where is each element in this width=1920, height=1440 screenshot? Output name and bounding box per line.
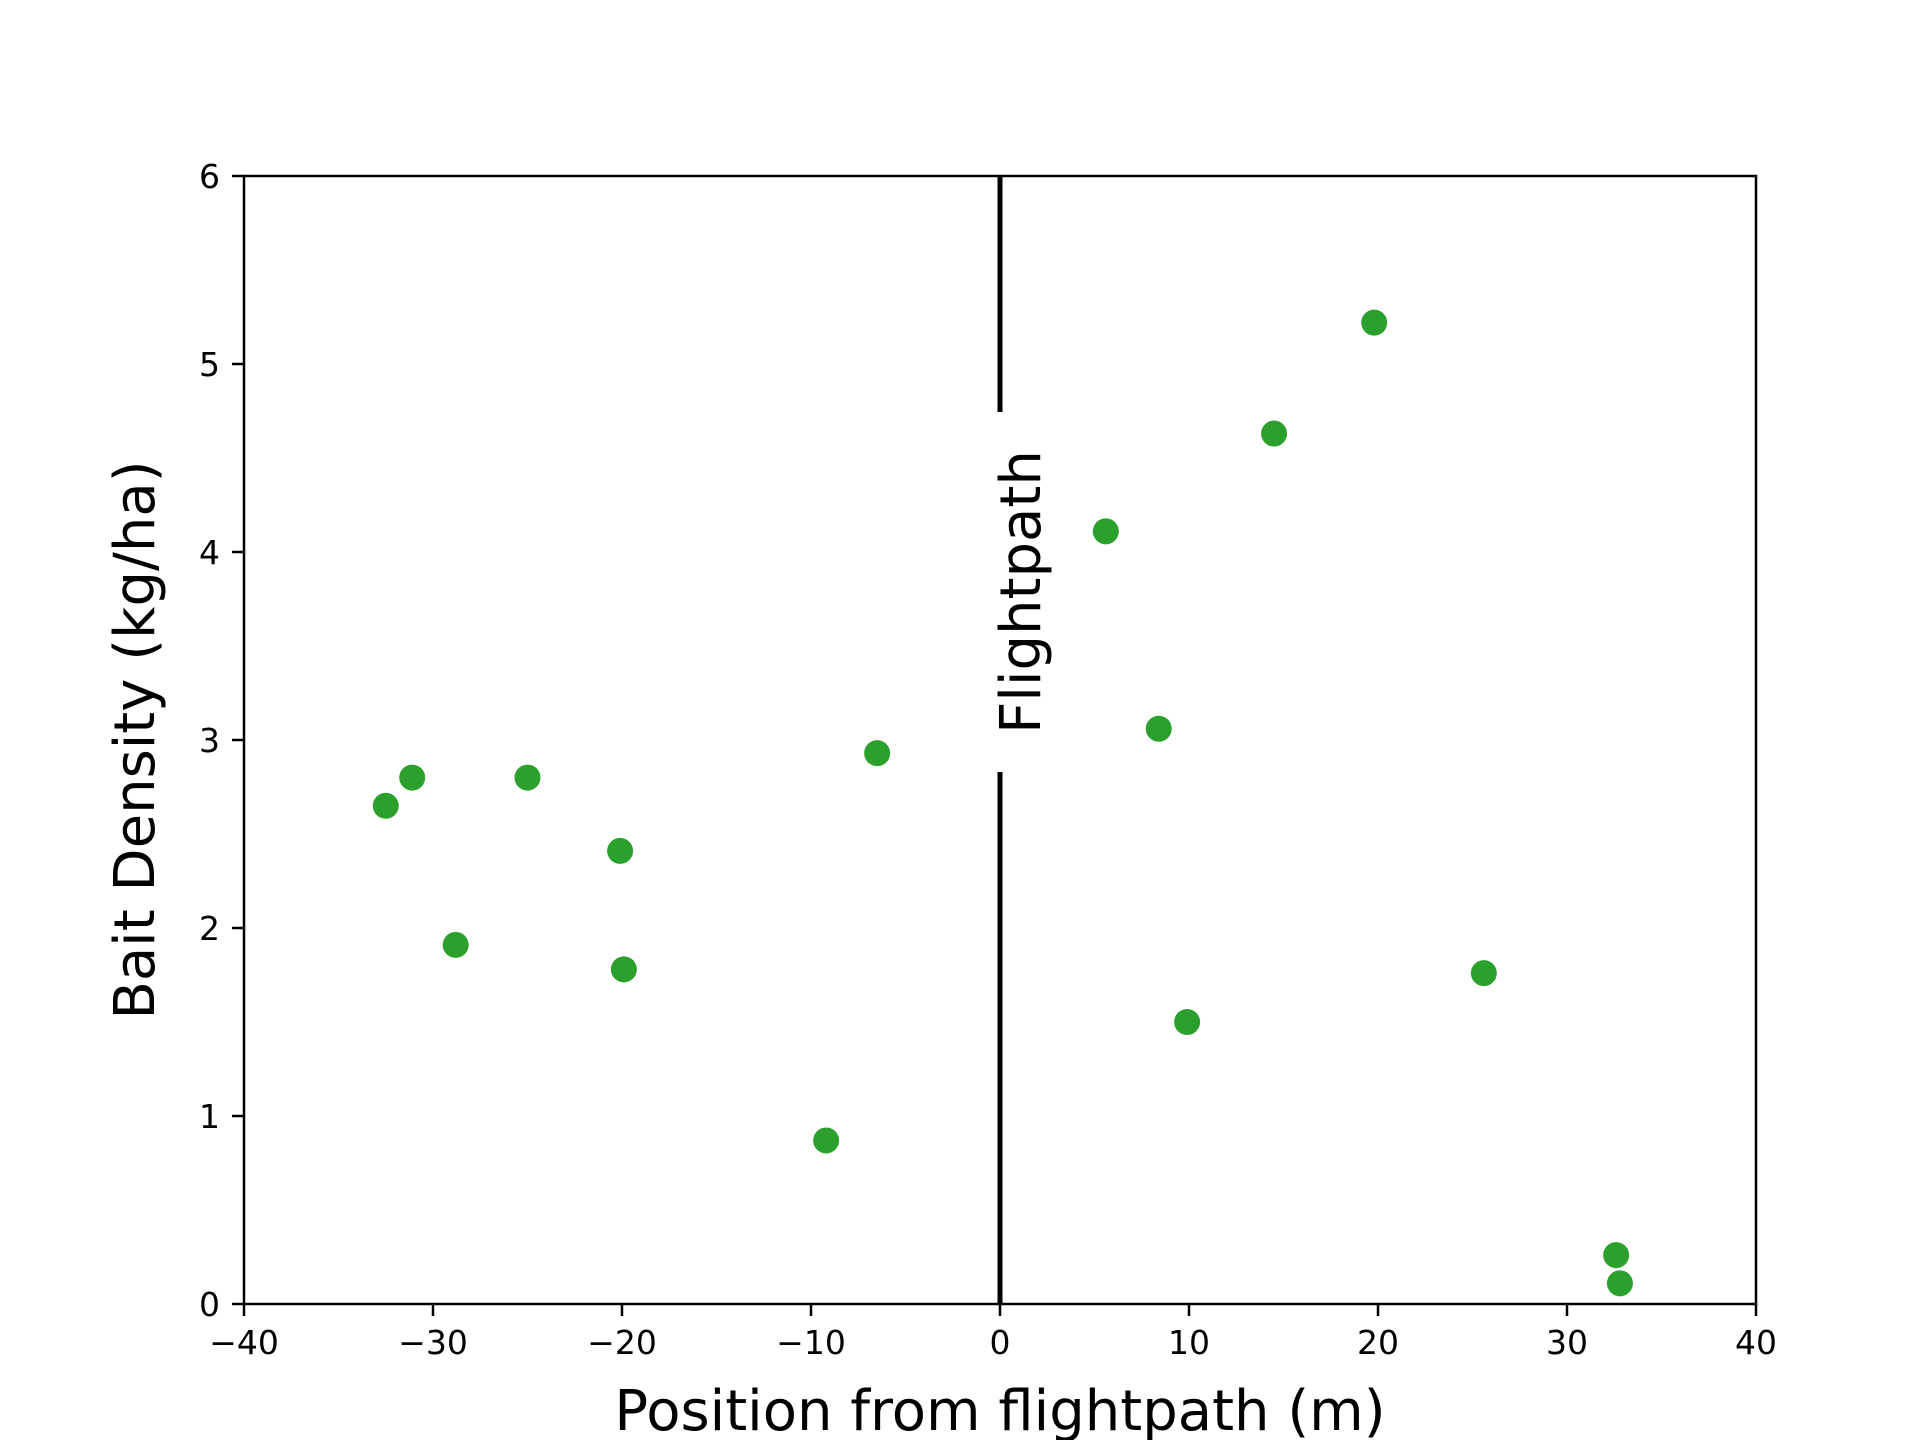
data-point	[1603, 1242, 1630, 1269]
x-tick-label: 10	[1168, 1323, 1210, 1362]
data-point	[1470, 960, 1497, 987]
data-point	[1145, 715, 1172, 742]
data-point	[372, 792, 399, 819]
data-point	[442, 931, 469, 958]
data-point	[813, 1127, 840, 1154]
x-tick-label: −40	[209, 1323, 279, 1362]
data-point	[514, 764, 541, 791]
x-tick-label: 30	[1546, 1323, 1588, 1362]
y-tick-label: 6	[199, 157, 220, 196]
data-point	[1092, 518, 1119, 545]
y-tick-label: 4	[199, 533, 220, 572]
data-point	[1174, 1009, 1201, 1035]
x-tick-label: 0	[990, 1323, 1011, 1362]
data-point	[1361, 309, 1388, 336]
y-tick-label: 5	[199, 345, 220, 384]
x-tick-label: 40	[1735, 1323, 1777, 1362]
x-tick-label: 20	[1357, 1323, 1399, 1362]
data-points	[372, 309, 1633, 1297]
y-tick-label: 2	[199, 909, 220, 948]
flightpath-label: Flightpath	[989, 450, 1054, 734]
x-axis-label: Position from flightpath (m)	[614, 1379, 1385, 1440]
x-tick-label: −10	[776, 1323, 846, 1362]
x-tick-label: −30	[398, 1323, 468, 1362]
y-tick-label: 1	[199, 1097, 220, 1136]
data-point	[1606, 1270, 1633, 1297]
flightpath-reference: Flightpath	[989, 176, 1054, 1304]
data-point	[607, 837, 634, 864]
y-tick-label: 3	[199, 721, 220, 760]
x-axis-ticks: −40 −30 −20 −10 0 10 20 30 40	[209, 1304, 1777, 1362]
y-tick-label: 0	[199, 1285, 220, 1324]
data-point	[864, 740, 891, 767]
data-point	[610, 956, 637, 983]
data-point	[399, 764, 426, 791]
y-axis-ticks: 0 1 2 3 4 5 6	[199, 157, 244, 1324]
y-axis-label: Bait Density (kg/ha)	[103, 460, 168, 1019]
data-point	[1261, 420, 1288, 447]
x-tick-label: −20	[587, 1323, 657, 1362]
